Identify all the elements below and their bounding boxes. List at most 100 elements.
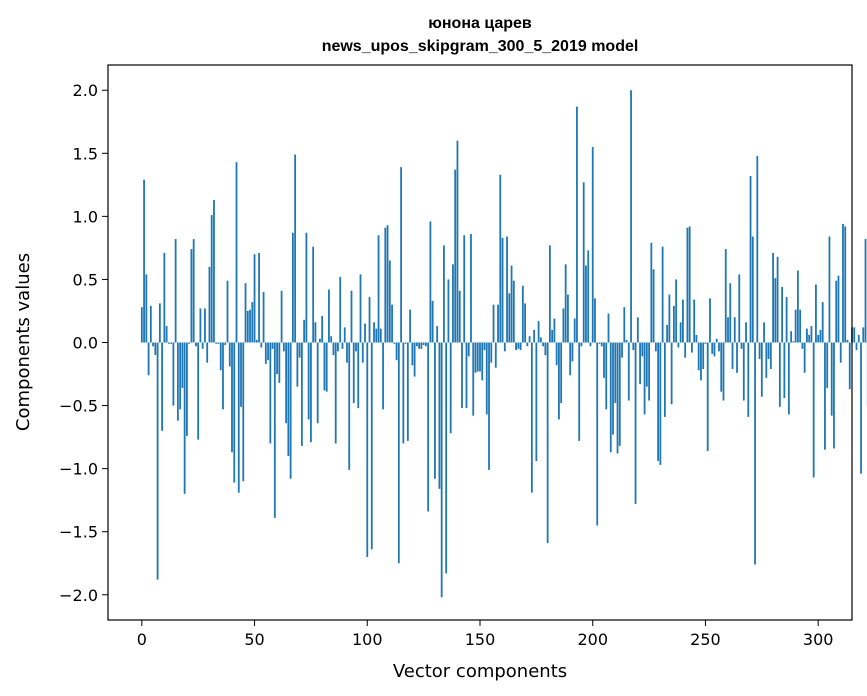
- bar: [334, 342, 337, 444]
- bar: [747, 342, 750, 417]
- bar: [291, 232, 294, 343]
- bar: [431, 300, 434, 343]
- bar: [670, 342, 673, 405]
- bar: [244, 283, 247, 343]
- bar: [210, 215, 213, 343]
- bar: [697, 342, 700, 371]
- bar: [803, 342, 806, 373]
- bar: [312, 246, 315, 343]
- bar: [824, 342, 826, 450]
- x-tick-label: 50: [244, 630, 264, 649]
- bar: [758, 342, 761, 359]
- bar: [740, 342, 743, 349]
- bar: [688, 226, 691, 343]
- bar: [521, 285, 524, 343]
- bar: [630, 90, 632, 343]
- bar: [650, 242, 653, 343]
- bar: [785, 297, 788, 343]
- bar: [682, 299, 684, 343]
- bar: [355, 342, 357, 352]
- bar: [562, 308, 565, 343]
- x-tick-label: 200: [577, 630, 608, 649]
- bar: [839, 342, 842, 363]
- bar: [237, 342, 240, 493]
- bar: [767, 342, 770, 359]
- bar: [298, 342, 301, 358]
- bars-group: [140, 90, 867, 598]
- bar: [188, 342, 191, 344]
- bar: [276, 342, 278, 375]
- bar: [862, 327, 865, 343]
- bar: [731, 342, 734, 369]
- bar: [296, 342, 299, 387]
- bar: [499, 174, 502, 343]
- bar: [808, 334, 811, 343]
- y-tick-label: 1.0: [73, 207, 98, 226]
- x-tick-label: 150: [465, 630, 496, 649]
- bar: [458, 290, 461, 343]
- bar: [826, 342, 829, 388]
- bar: [420, 342, 423, 349]
- bar: [323, 342, 326, 391]
- bar: [497, 304, 499, 343]
- bar: [422, 342, 425, 346]
- y-axis-label: Components values: [13, 253, 34, 431]
- bar: [787, 342, 790, 415]
- bar: [402, 342, 405, 444]
- chart-subtitle: news_upos_skipgram_300_5_2019 model: [322, 38, 639, 55]
- bar: [332, 342, 335, 356]
- bar: [587, 250, 590, 343]
- bar: [612, 342, 614, 435]
- bar: [485, 342, 488, 415]
- bar: [382, 342, 384, 410]
- y-axis-ticks: −2.0 −1.5 −1.0 −0.5 0.0 0.5 1.0 1.5 2.0: [59, 81, 108, 605]
- bar: [763, 322, 765, 343]
- bar: [337, 342, 339, 352]
- bar: [434, 342, 436, 479]
- bar: [848, 342, 851, 390]
- bar: [796, 270, 799, 343]
- bar: [724, 249, 727, 343]
- bar: [260, 342, 263, 348]
- bar: [515, 342, 517, 351]
- bar: [215, 342, 218, 344]
- bar: [544, 342, 547, 356]
- y-tick-label: −0.5: [59, 397, 98, 416]
- x-tick-label: 100: [352, 630, 383, 649]
- bar: [715, 338, 718, 343]
- bar: [756, 155, 759, 343]
- bar: [167, 342, 170, 344]
- y-tick-label: 0.0: [73, 334, 98, 353]
- bar: [233, 342, 236, 483]
- bar: [384, 227, 387, 343]
- bar: [510, 265, 513, 343]
- bar: [530, 342, 533, 493]
- bar: [855, 342, 858, 351]
- bar: [436, 326, 439, 343]
- y-tick-label: 0.5: [73, 270, 98, 289]
- bar: [769, 342, 772, 369]
- bar: [165, 326, 168, 343]
- bar: [801, 342, 804, 349]
- x-tick-label: 0: [137, 630, 147, 649]
- bar: [186, 342, 188, 436]
- bar: [280, 290, 283, 343]
- bar: [368, 297, 371, 343]
- bar: [199, 308, 202, 343]
- bar: [639, 342, 641, 385]
- bar: [307, 342, 310, 420]
- bar: [526, 342, 529, 347]
- bar: [217, 342, 220, 344]
- bar: [553, 318, 556, 343]
- bar: [445, 342, 448, 574]
- bar: [711, 342, 714, 354]
- bar: [506, 236, 508, 343]
- y-tick-label: −1.0: [59, 460, 98, 479]
- bar: [364, 323, 366, 343]
- bar: [413, 342, 416, 377]
- bar: [817, 334, 820, 343]
- bar: [603, 342, 605, 378]
- bar: [404, 342, 407, 344]
- x-axis-label: Vector components: [393, 661, 567, 682]
- bar: [594, 298, 596, 343]
